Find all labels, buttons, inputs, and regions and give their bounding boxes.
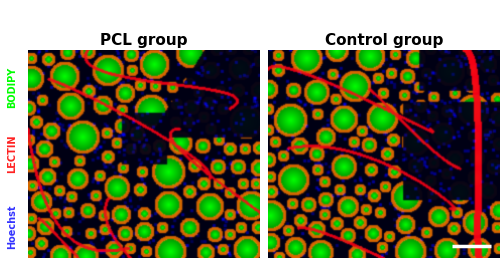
Title: Control group: Control group xyxy=(325,33,443,49)
Text: Hoechst: Hoechst xyxy=(7,205,17,249)
Title: PCL group: PCL group xyxy=(100,33,188,49)
Text: BODIPY: BODIPY xyxy=(7,67,17,108)
Text: LECTIN: LECTIN xyxy=(7,135,17,173)
